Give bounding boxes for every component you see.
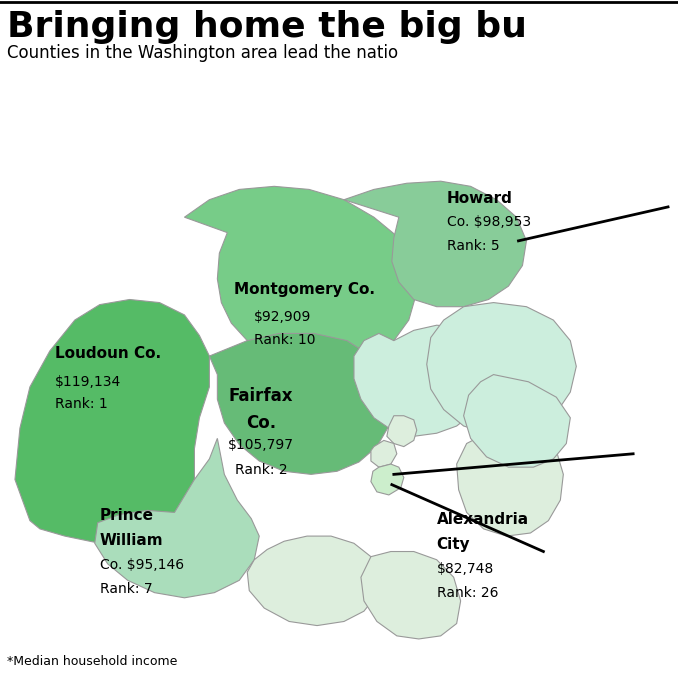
Text: Co.: Co. xyxy=(246,414,277,432)
Polygon shape xyxy=(464,374,570,467)
Text: Rank: 26: Rank: 26 xyxy=(437,586,498,601)
Text: Rank: 10: Rank: 10 xyxy=(254,334,316,347)
Text: Fairfax: Fairfax xyxy=(229,387,294,405)
Text: Co. $98,953: Co. $98,953 xyxy=(447,215,531,229)
Text: Counties in the Washington area lead the natio: Counties in the Washington area lead the… xyxy=(7,44,398,62)
Polygon shape xyxy=(371,441,397,467)
Text: Howard: Howard xyxy=(447,191,513,207)
Text: Bringing home the big bu: Bringing home the big bu xyxy=(7,10,527,44)
Polygon shape xyxy=(387,416,417,447)
Text: Montgomery Co.: Montgomery Co. xyxy=(235,282,376,297)
Text: Rank: 1: Rank: 1 xyxy=(55,397,108,412)
Polygon shape xyxy=(426,302,576,433)
Polygon shape xyxy=(457,430,563,536)
Polygon shape xyxy=(210,334,394,475)
Text: $82,748: $82,748 xyxy=(437,562,494,576)
Polygon shape xyxy=(371,464,404,495)
Polygon shape xyxy=(184,186,417,366)
Polygon shape xyxy=(344,181,526,306)
Text: Rank: 7: Rank: 7 xyxy=(100,582,153,597)
Polygon shape xyxy=(15,300,210,543)
Text: *Median household income: *Median household income xyxy=(7,655,177,668)
Text: Loudoun Co.: Loudoun Co. xyxy=(55,346,161,361)
Text: Co. $95,146: Co. $95,146 xyxy=(100,558,184,572)
Text: Prince: Prince xyxy=(100,508,154,523)
Text: $105,797: $105,797 xyxy=(228,439,294,452)
Text: City: City xyxy=(437,537,471,552)
Text: William: William xyxy=(100,533,163,548)
Polygon shape xyxy=(95,439,259,598)
Polygon shape xyxy=(361,551,460,639)
Text: $119,134: $119,134 xyxy=(55,374,121,388)
Text: Rank: 5: Rank: 5 xyxy=(447,239,499,253)
Text: Rank: 2: Rank: 2 xyxy=(235,463,287,477)
Text: $92,909: $92,909 xyxy=(254,310,312,324)
Polygon shape xyxy=(247,536,379,626)
Polygon shape xyxy=(354,325,494,437)
Text: Alexandria: Alexandria xyxy=(437,513,529,527)
